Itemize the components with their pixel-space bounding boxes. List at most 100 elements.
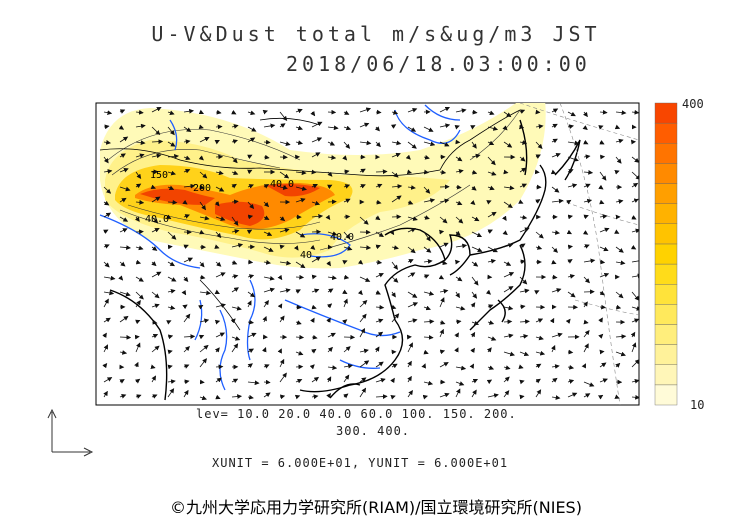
wind-arrow [374, 346, 380, 353]
wind-arrow [119, 197, 127, 203]
wind-arrow [551, 152, 561, 158]
wind-arrow [167, 170, 176, 176]
wind-arrow [391, 261, 398, 270]
wind-arrow [167, 141, 176, 147]
wind-arrow [214, 319, 221, 325]
wind-arrow [311, 256, 321, 263]
wind-arrow [215, 364, 224, 370]
wind-arrow [263, 139, 271, 145]
wind-arrow [631, 171, 639, 180]
wind-arrow [439, 288, 449, 294]
wind-arrow [199, 215, 210, 221]
wind-arrow [295, 378, 303, 384]
wind-arrow [357, 289, 363, 296]
wind-arrow [583, 214, 589, 220]
wind-arrow [631, 109, 639, 115]
wind-arrow [215, 231, 222, 239]
wind-arrow [503, 201, 513, 209]
wind-arrow [199, 137, 210, 143]
wind-arrow [407, 185, 416, 190]
wind-arrow [519, 319, 530, 324]
wind-arrow [599, 349, 605, 355]
wind-arrow [551, 288, 562, 293]
wind-arrow [502, 230, 508, 236]
wind-arrow [405, 154, 411, 160]
wind-arrow [407, 318, 418, 324]
wind-arrow [487, 126, 499, 131]
wind-arrow [151, 153, 162, 159]
wind-arrow [215, 216, 226, 221]
wind-arrow [231, 229, 240, 234]
wind-arrow [535, 335, 544, 341]
wind-arrow [519, 288, 530, 294]
wind-arrow [390, 377, 395, 384]
wind-arrow [391, 276, 399, 283]
wind-arrow [487, 140, 495, 146]
wind-arrow [198, 109, 205, 115]
wind-arrow [119, 394, 127, 399]
wind-arrow [583, 183, 591, 189]
wind-arrow [103, 169, 113, 174]
wind-arrow [599, 362, 607, 368]
wind-arrow [439, 349, 446, 355]
wind-arrow [359, 328, 365, 338]
wind-arrow [279, 171, 290, 179]
wind-arrow [503, 286, 514, 293]
wind-arrow [295, 170, 307, 176]
wind-arrow [615, 199, 624, 204]
wind-arrow [567, 392, 578, 398]
wind-arrow [262, 109, 268, 115]
wind-arrow [151, 139, 164, 145]
wind-arrow [375, 378, 386, 383]
wind-arrow [311, 348, 317, 354]
wind-arrow [103, 275, 116, 281]
wind-arrow [391, 195, 402, 203]
wind-arrow [119, 168, 129, 173]
wind-arrow [199, 358, 207, 368]
wind-arrow [423, 334, 434, 340]
wind-arrow [567, 156, 579, 162]
wind-arrow [262, 315, 267, 323]
wind-arrow [423, 380, 434, 386]
wind-arrow [407, 342, 413, 353]
wind-arrow [566, 199, 572, 205]
wind-arrow [231, 274, 239, 279]
wind-arrow [567, 259, 573, 264]
wind-arrow [359, 387, 367, 398]
wind-arrow [215, 272, 226, 278]
wind-arrow [215, 109, 222, 115]
wind-arrow [135, 245, 144, 251]
wind-arrow [549, 317, 555, 324]
wind-arrow [247, 300, 252, 308]
wind-arrow [103, 261, 110, 268]
contour-label: 40.0 [330, 232, 354, 243]
wind-arrow [183, 389, 189, 398]
wind-arrow [325, 214, 331, 221]
wind-arrow [407, 200, 414, 205]
wind-arrow [279, 228, 290, 233]
wind-arrow [471, 169, 478, 175]
wind-arrow [359, 377, 367, 383]
wind-arrow [247, 110, 256, 116]
contour-label: 40.0 [145, 214, 169, 225]
wind-arrow [167, 110, 175, 116]
wind-arrow [327, 184, 333, 190]
wind-arrow [119, 186, 131, 192]
wind-arrow [503, 185, 515, 191]
wind-arrow [199, 171, 208, 179]
wind-arrow [263, 201, 270, 208]
wind-arrow [198, 304, 204, 310]
wind-arrow [551, 246, 558, 253]
wind-arrow [423, 305, 431, 311]
wind-arrow [151, 291, 160, 299]
wind-arrow [551, 395, 561, 400]
wind-arrow [279, 141, 291, 146]
wind-arrow [199, 344, 209, 353]
wind-arrow [582, 230, 589, 235]
wind-arrow [391, 184, 403, 189]
wind-arrow [199, 395, 207, 401]
wind-arrow [454, 347, 459, 353]
wind-arrow [343, 231, 351, 240]
wind-arrow [263, 260, 271, 265]
wind-arrow [551, 123, 558, 129]
